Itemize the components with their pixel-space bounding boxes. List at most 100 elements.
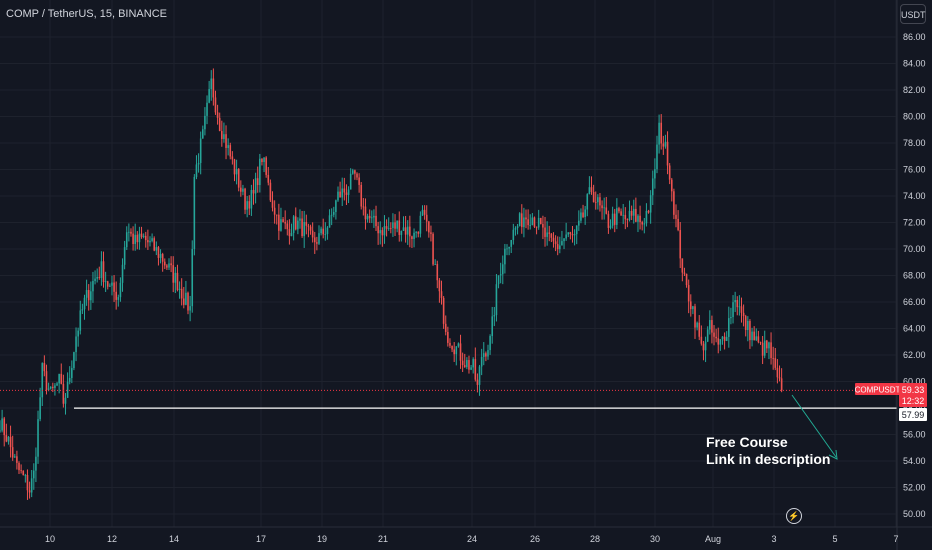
candle-body	[5, 435, 8, 442]
projection-arrow[interactable]	[791, 394, 837, 458]
candle-body	[275, 214, 278, 216]
candle-body	[307, 225, 310, 227]
candle-body	[624, 214, 627, 220]
candle-body	[677, 218, 679, 231]
candle-body	[136, 234, 139, 243]
x-tick-label: 24	[467, 534, 477, 544]
candle-body	[588, 187, 591, 195]
x-tick-label: 10	[45, 534, 55, 544]
y-tick-label: 60.00	[903, 377, 926, 387]
candle-body	[339, 191, 341, 198]
y-tick-label: 64.00	[903, 324, 926, 334]
candle-body	[204, 115, 206, 130]
candle-body	[229, 145, 232, 157]
candle-body	[242, 188, 244, 192]
y-tick-label: 72.00	[903, 218, 926, 228]
candle-body	[149, 240, 151, 243]
candle-body	[75, 336, 77, 353]
candle-body	[501, 264, 504, 275]
candle-body	[144, 235, 147, 241]
candle-body	[225, 134, 227, 148]
candle-body	[71, 368, 73, 378]
candle-body	[77, 330, 79, 337]
candle-body	[466, 360, 468, 368]
candle-body	[360, 184, 363, 207]
y-tick-label: 74.00	[903, 191, 926, 201]
candle-body	[330, 214, 333, 216]
x-tick-label: 12	[107, 534, 117, 544]
y-tick-label: 78.00	[903, 138, 926, 148]
candle-body	[478, 366, 481, 385]
candle-body	[206, 102, 208, 116]
candle-body	[294, 216, 297, 230]
y-tick-label: 80.00	[903, 112, 926, 122]
candle-body	[540, 217, 542, 224]
candle-body	[113, 282, 115, 292]
currency-button[interactable]: USDT	[900, 4, 926, 24]
candle-body	[119, 282, 122, 298]
last-price-bg	[899, 383, 927, 407]
candle-body	[362, 206, 365, 208]
candle-body	[39, 397, 41, 420]
candle-body	[774, 358, 777, 368]
candle-body	[537, 217, 540, 228]
symbol-title[interactable]: COMP / TetherUS, 15, BINANCE	[6, 8, 167, 20]
candle-body	[485, 353, 487, 357]
candle-body	[187, 292, 189, 311]
candle-body	[778, 377, 781, 379]
x-tick-label: 26	[530, 534, 540, 544]
candle-body	[470, 367, 472, 370]
candle-body	[662, 143, 665, 147]
x-tick-label: 28	[590, 534, 600, 544]
candle-body	[772, 358, 774, 359]
candle-body	[134, 234, 136, 245]
chart-overlays	[0, 389, 897, 460]
candle-body	[43, 363, 46, 372]
candle-body	[176, 272, 179, 290]
candle-body	[1, 418, 3, 431]
candle-body	[252, 189, 255, 194]
candle-body	[351, 170, 354, 174]
candle-body	[747, 320, 749, 331]
candle-body	[603, 207, 605, 209]
candle-body	[322, 228, 325, 235]
candle-body	[56, 383, 58, 386]
candle-body	[284, 222, 286, 224]
candle-body	[290, 233, 293, 237]
candle-body	[514, 228, 517, 230]
time-axis[interactable]: 10 12 14 17 19 21 24 26 28 30 Aug 3 5 7	[0, 526, 932, 544]
candle-body	[571, 234, 574, 236]
candle-body	[174, 272, 177, 283]
candle-body	[685, 273, 688, 286]
candle-body	[212, 78, 215, 98]
candle-body	[271, 200, 274, 208]
candle-body	[288, 229, 291, 237]
candle-body	[487, 350, 489, 357]
candle-body	[632, 208, 635, 216]
candle-body	[254, 178, 257, 194]
candle-body	[550, 233, 553, 238]
candle-body	[768, 342, 770, 349]
candle-body	[673, 191, 675, 215]
candle-body	[461, 360, 464, 366]
candle-body	[235, 169, 238, 175]
candle-body	[326, 227, 329, 235]
candle-body	[611, 213, 614, 226]
candle-body	[660, 122, 663, 144]
candle-body	[670, 179, 673, 192]
candle-body	[749, 320, 751, 341]
tradingview-bolt-icon[interactable]: ⚡	[786, 508, 802, 524]
candle-body	[132, 233, 134, 245]
candle-body	[303, 222, 305, 237]
candle-body	[542, 223, 544, 228]
candle-body	[643, 223, 646, 225]
candle-body	[191, 248, 194, 307]
candle-body	[516, 226, 519, 229]
candle-body	[552, 237, 555, 242]
price-axis[interactable]: 50.0052.0054.0056.0058.0060.0062.0064.00…	[896, 0, 926, 550]
candle-body	[250, 189, 253, 209]
candle-body	[163, 261, 166, 266]
candle-body	[332, 212, 335, 215]
candle-body	[637, 215, 639, 222]
